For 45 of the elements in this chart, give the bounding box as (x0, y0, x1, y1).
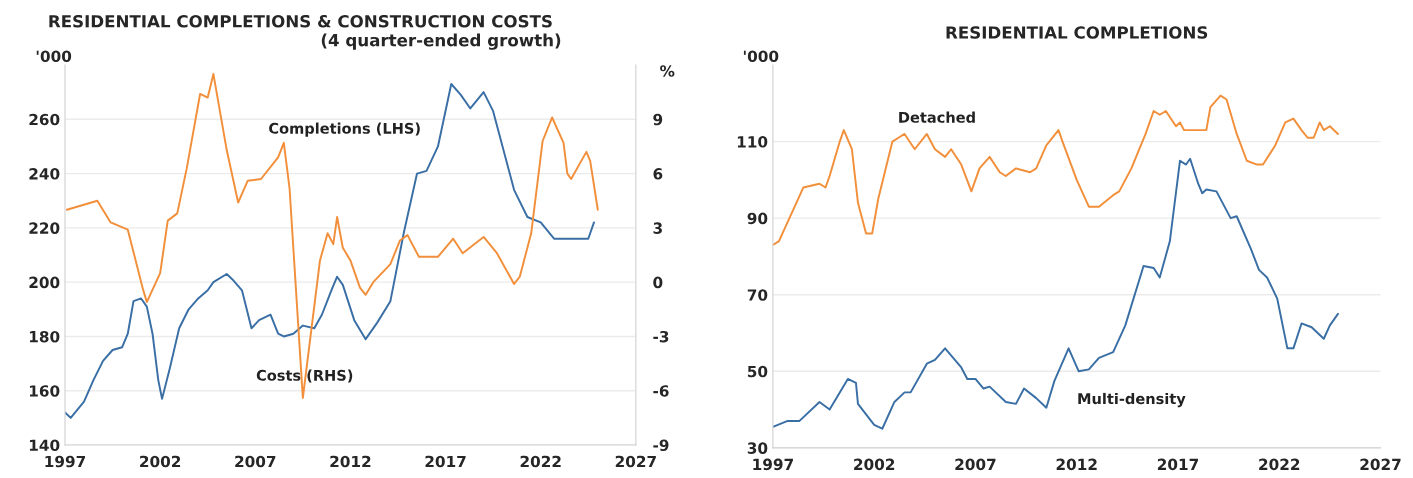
y2-tick-label: 0 (653, 276, 663, 289)
series-label: Detached (899, 111, 975, 123)
y-tick-label: 260 (29, 113, 60, 126)
y-tick-label: 50 (747, 365, 768, 378)
y2-tick-label: 9 (653, 113, 663, 126)
x-tick-label: 1997 (45, 455, 86, 468)
x-tick-label: 2027 (1360, 458, 1401, 471)
x-tick-label: 1997 (753, 458, 793, 471)
x-tick-label: 2012 (330, 455, 371, 468)
x-tick-label: 2012 (1056, 458, 1097, 471)
series-label: Multi-density (1078, 392, 1186, 408)
line-series (772, 94, 1339, 246)
y-tick-label: 140 (29, 439, 60, 452)
y-axis-title: '000 (36, 50, 72, 63)
y-tick-label: 110 (737, 136, 768, 148)
x-tick-label: 2007 (235, 455, 276, 468)
series-label: Completions (LHS) (269, 122, 420, 137)
x-tick-label: 2017 (1157, 458, 1199, 471)
y2-tick-label: -9 (653, 439, 669, 452)
x-tick-label: 2017 (425, 455, 466, 468)
y-tick-label: 90 (747, 212, 768, 225)
x-tick-label: 2002 (140, 455, 181, 468)
y-axis-title: '000 (743, 50, 779, 63)
y2-tick-label: -6 (653, 385, 669, 397)
line-series (772, 157, 1339, 430)
y-tick-label: 220 (29, 222, 60, 234)
y2-axis-title: % (660, 65, 675, 77)
y-tick-label: 240 (29, 168, 60, 180)
y-tick-label: 70 (747, 289, 768, 301)
x-tick-label: 2002 (854, 458, 895, 471)
y2-tick-label: 3 (653, 222, 662, 234)
y2-tick-label: -3 (653, 330, 669, 343)
x-tick-label: 2022 (1259, 458, 1300, 471)
series-label: Costs (RHS) (256, 369, 353, 383)
x-tick-label: 2022 (520, 455, 561, 468)
y-tick-label: 180 (29, 330, 60, 343)
chart-title: RESIDENTIAL COMPLETIONS & CONSTRUCTION COSTS (49, 14, 552, 28)
y-tick-label: 200 (29, 276, 60, 289)
chart-subtitle: (4 quarter-ended growth) (321, 33, 561, 50)
x-tick-label: 2027 (615, 455, 656, 468)
y2-tick-label: 6 (653, 168, 663, 180)
x-tick-label: 2007 (955, 458, 996, 471)
y-tick-label: 30 (747, 442, 768, 454)
y-tick-label: 160 (29, 385, 60, 397)
chart-title: RESIDENTIAL COMPLETIONS (946, 26, 1208, 39)
